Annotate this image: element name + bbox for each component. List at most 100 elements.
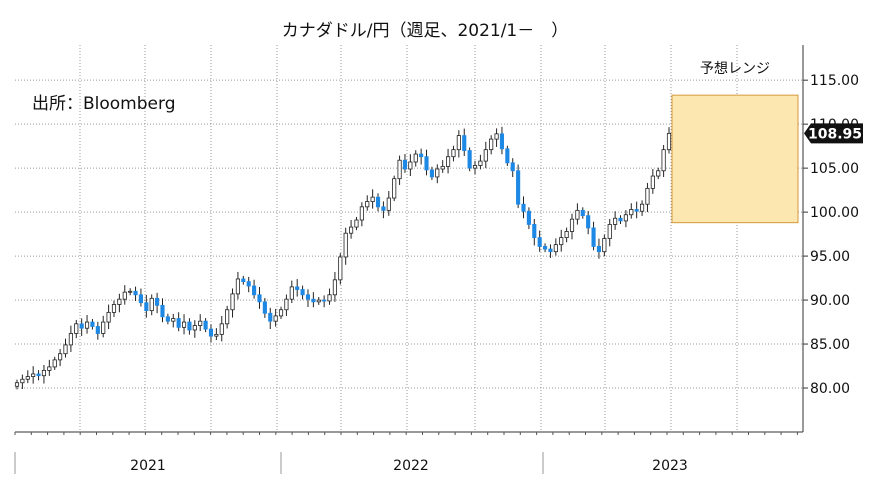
candle-up (106, 311, 111, 323)
candle-up (214, 333, 219, 337)
candle-down (499, 133, 505, 150)
candle-down (268, 312, 273, 322)
candle-up (575, 209, 580, 220)
y-tick-label: 115.00 (810, 73, 859, 89)
candle-up (564, 231, 569, 239)
x-year-label: 2023 (652, 458, 688, 474)
candle-up (408, 161, 413, 170)
candle-up (661, 149, 666, 172)
candle-down (596, 246, 602, 253)
candle-up (666, 132, 672, 151)
candle-up (316, 299, 321, 303)
candle-up (230, 293, 235, 311)
candle-up (440, 165, 445, 170)
candle-down (375, 196, 381, 208)
candle-down (144, 302, 149, 312)
candle-down (246, 281, 251, 287)
candle-down (505, 148, 510, 164)
candle-up (359, 206, 364, 221)
candle-down (429, 169, 434, 178)
forecast-range: 予想レンジ (671, 61, 799, 224)
candle-up (289, 286, 294, 300)
candle-down (516, 170, 521, 205)
candle-down (203, 320, 208, 330)
candle-up (181, 321, 187, 328)
candle-down (176, 318, 181, 328)
candle-up (645, 187, 650, 205)
candle-up (20, 378, 25, 384)
candle-up (149, 297, 154, 312)
candle-down (467, 150, 472, 169)
candle-down (155, 297, 160, 306)
candle-down (419, 153, 424, 158)
candle-up (198, 320, 203, 326)
x-axis: 2021 2022 2023 (14, 431, 803, 474)
candle-up (41, 370, 47, 377)
x-year-label: 2021 (130, 458, 166, 474)
y-tick-label: 80.00 (810, 381, 850, 397)
candle-up (111, 304, 117, 313)
candle-down (526, 210, 531, 225)
candle-up (25, 376, 30, 380)
y-tick-label: 85.00 (810, 337, 850, 353)
candle-up (386, 197, 391, 211)
candle-up (84, 321, 90, 329)
candle-down (160, 304, 165, 318)
candle-up (656, 170, 661, 177)
candle-down (381, 206, 386, 211)
candle-up (446, 156, 451, 167)
candle-up (63, 344, 68, 355)
candle-down (311, 298, 316, 303)
candle-down (586, 215, 591, 229)
candle-down (322, 299, 327, 302)
candle-up (494, 133, 499, 140)
candle-down (548, 248, 553, 253)
candle-up (14, 382, 20, 387)
candle-up (370, 196, 375, 202)
candle-down (262, 301, 267, 314)
candle-up (225, 309, 230, 325)
candle-up (192, 325, 197, 331)
candle-up (602, 238, 607, 253)
candle-down (138, 294, 144, 304)
candle-up (171, 318, 176, 322)
candles (14, 126, 672, 390)
candle-up (31, 373, 36, 377)
candle-down (187, 321, 192, 331)
candle-up (553, 244, 558, 253)
last-price-tag (804, 123, 863, 144)
candle-up (456, 135, 461, 151)
candle-up (451, 149, 456, 158)
candle-up (117, 298, 122, 305)
chart-title: カナダドル/円（週足、2021/1－ ） (282, 21, 569, 41)
candle-up (47, 366, 52, 371)
candle-up (128, 290, 133, 293)
candle-up (284, 298, 289, 311)
candle-down (532, 224, 537, 239)
candle-up (413, 153, 418, 163)
candle-up (613, 217, 618, 225)
candle-up (489, 138, 494, 151)
candle-up (343, 232, 348, 258)
candle-up (472, 165, 478, 169)
candle-down (510, 162, 515, 172)
candle-up (397, 159, 402, 180)
candle-up (278, 309, 284, 317)
candle-up (483, 149, 488, 162)
candle-down (402, 159, 408, 170)
forecast-range-label: 予想レンジ (700, 61, 770, 77)
candle-down (580, 209, 585, 217)
candle-down (305, 294, 311, 300)
candle-down (252, 285, 257, 296)
candle-up (629, 209, 634, 216)
candle-down (208, 328, 214, 337)
candle-up (68, 333, 73, 346)
y-axis: 80.0085.0090.0095.00100.00105.00110.0011… (802, 45, 859, 432)
candle-up (607, 224, 612, 239)
candle-up (435, 168, 440, 178)
candle-down (241, 278, 246, 282)
x-year-label: 2022 (393, 458, 429, 474)
candle-up (639, 203, 645, 212)
last-price-label: 108.95 (808, 126, 862, 142)
